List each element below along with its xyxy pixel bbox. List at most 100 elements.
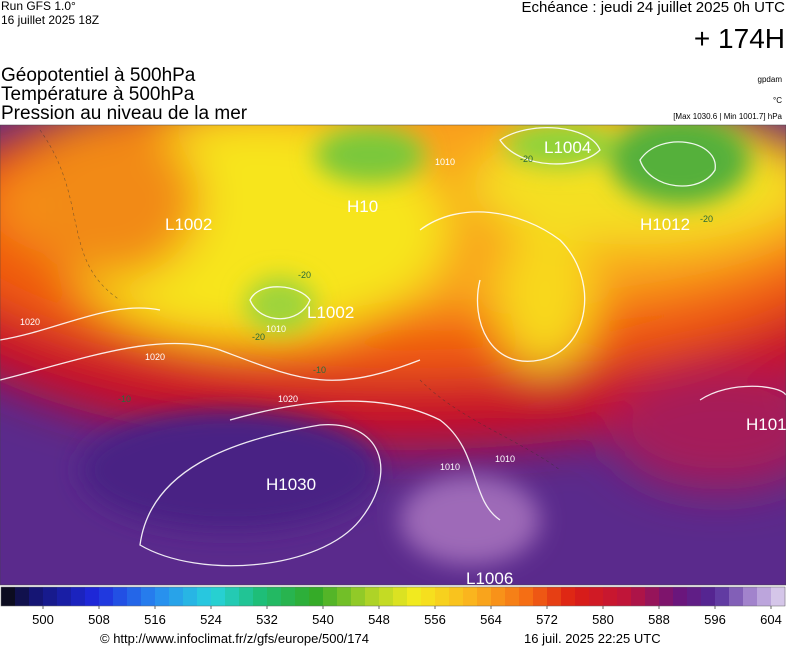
colorbar-tick-label: 588 (648, 612, 670, 627)
colorbar-swatch (57, 587, 72, 606)
colorbar-swatch (323, 587, 338, 606)
colorbar-swatch (449, 587, 464, 606)
colorbar-tick-label: 556 (424, 612, 446, 627)
colorbar-swatch (267, 587, 282, 606)
colorbar-swatch (575, 587, 590, 606)
colorbar-swatch (477, 587, 492, 606)
colorbar-tick-label: 540 (312, 612, 334, 627)
colorbar-swatch (421, 587, 436, 606)
temperature-label: -20 (252, 332, 265, 342)
pressure-center: L1002 (307, 303, 354, 322)
colorbar-swatch (715, 587, 730, 606)
run-label: Run GFS 1.0° (1, 0, 76, 13)
colorbar-swatch (169, 587, 184, 606)
field-label: Température à 500hPa (1, 84, 195, 105)
temperature-label: -20 (298, 270, 311, 280)
colorbar-swatch (701, 587, 716, 606)
colorbar-swatch (687, 587, 702, 606)
pressure-center: H1030 (266, 475, 316, 494)
temperature-label: -20 (520, 154, 533, 164)
colorbar-swatch (407, 587, 422, 606)
colorbar-tick-label: 596 (704, 612, 726, 627)
colorbar-swatch (729, 587, 744, 606)
colorbar-swatch (239, 587, 254, 606)
colorbar-swatch (365, 587, 380, 606)
pressure-center: L1006 (466, 569, 513, 588)
colorbar-swatch (127, 587, 142, 606)
colorbar-swatch (603, 587, 618, 606)
colorbar-frame (0, 586, 786, 607)
colorbar-swatch (463, 587, 478, 606)
colorbar-tick-label: 572 (536, 612, 558, 627)
pressure-center: L1002 (165, 215, 212, 234)
colorbar-swatch (197, 587, 212, 606)
pressure-center: H10 (347, 197, 378, 216)
colorbar-swatch (491, 587, 506, 606)
run-date: 16 juillet 2025 18Z (1, 13, 99, 27)
isobar-label: 1010 (440, 462, 460, 472)
isobar-label: 1010 (435, 157, 455, 167)
map-field (0, 125, 786, 585)
colorbar-swatch (113, 587, 128, 606)
colorbar-swatch (393, 587, 408, 606)
colorbar-swatch (757, 587, 772, 606)
field-label: Géopotentiel à 500hPa (1, 65, 196, 86)
colorbar-swatch (547, 587, 562, 606)
isobar-label: 1010 (266, 324, 286, 334)
colorbar-swatch (183, 587, 198, 606)
colorbar-swatch (743, 587, 758, 606)
colorbar-tick-label: 524 (200, 612, 222, 627)
colorbar-swatch (337, 587, 352, 606)
colorbar-tick-label: 564 (480, 612, 502, 627)
colorbar-swatch (29, 587, 44, 606)
generated-time: 16 juil. 2025 22:25 UTC (524, 631, 661, 646)
colorbar-swatch (351, 587, 366, 606)
colorbar-swatch (225, 587, 240, 606)
colorbar-swatch (771, 587, 786, 606)
colorbar-swatch (211, 587, 226, 606)
isobar-label: 1020 (278, 394, 298, 404)
unit-label: gpdam (758, 75, 783, 84)
colorbar-tick-label: 548 (368, 612, 390, 627)
isobar-label: 1010 (495, 454, 515, 464)
valid-time: Echéance : jeudi 24 juillet 2025 0h UTC (522, 0, 786, 16)
colorbar-swatch (15, 587, 30, 606)
colorbar-tick-label: 500 (32, 612, 54, 627)
colorbar-swatch (281, 587, 296, 606)
colorbar-swatch (309, 587, 324, 606)
unit-label: [Max 1030.6 | Min 1001.7] hPa (673, 112, 782, 121)
colorbar-swatch (617, 587, 632, 606)
colorbar-swatch (71, 587, 86, 606)
colorbar-swatch (435, 587, 450, 606)
colorbar-swatch (645, 587, 660, 606)
colorbar: 500 508 516 524 532 540 548 556 564 572 580 588 596 6… (0, 586, 786, 627)
colorbar-swatch (631, 587, 646, 606)
colorbar-swatch (533, 587, 548, 606)
colorbar-swatch (561, 587, 576, 606)
colorbar-swatch (1, 587, 16, 606)
unit-label: °C (773, 96, 782, 105)
colorbar-swatch (43, 587, 58, 606)
colorbar-tick-label: 508 (88, 612, 110, 627)
isobar-label: 1020 (145, 352, 165, 362)
colorbar-swatch (519, 587, 534, 606)
temperature-label: -10 (313, 365, 326, 375)
pressure-center: H1014 (746, 415, 786, 434)
colorbar-swatch (505, 587, 520, 606)
source-url: © http://www.infoclimat.fr/z/gfs/europe/… (100, 631, 369, 646)
colorbar-swatch (253, 587, 268, 606)
temperature-label: -10 (118, 394, 131, 404)
colorbar-tick-label: 604 (760, 612, 782, 627)
colorbar-swatch (673, 587, 688, 606)
colorbar-swatch (85, 587, 100, 606)
colorbar-swatch (295, 587, 310, 606)
colorbar-tick-label: 516 (144, 612, 166, 627)
map-frame (0, 124, 786, 586)
pressure-center: L1004 (544, 138, 591, 157)
colorbar-swatch (99, 587, 114, 606)
colorbar-swatch (155, 587, 170, 606)
isobar-label: 1020 (20, 317, 40, 327)
colorbar-tick-label: 580 (592, 612, 614, 627)
temperature-label: -20 (700, 214, 713, 224)
